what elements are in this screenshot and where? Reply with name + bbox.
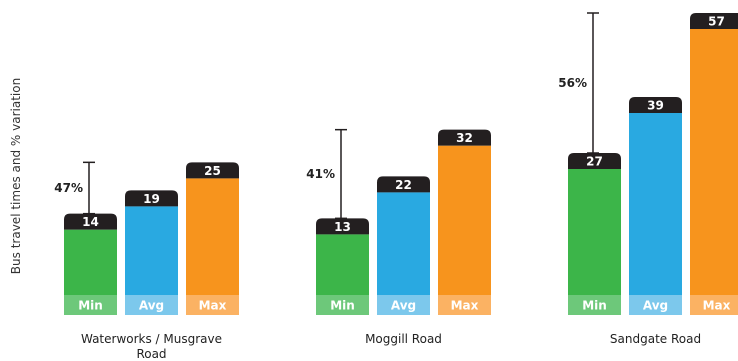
value-label-min-1: 14 (82, 215, 99, 229)
stat-box-min-1 (64, 295, 117, 315)
value-label-min-2: 13 (334, 220, 351, 234)
bar-avg-1 (125, 206, 178, 295)
value-cap-avg-2 (377, 176, 430, 193)
variation-label-3: 56% (558, 76, 587, 90)
value-cap-min-3 (568, 153, 621, 169)
stat-box-avg-3 (629, 295, 682, 315)
stat-box-max-3 (690, 295, 738, 315)
value-label-max-2: 32 (456, 131, 473, 145)
stat-label-min-2: Min (330, 299, 355, 313)
stat-label-min-3: Min (582, 299, 607, 313)
stat-label-avg-1: Avg (139, 299, 164, 313)
chart-marks: 14 Min 19 Avg 25 Max 47% Waterworks / MusgraveR… (54, 12, 738, 361)
value-label-avg-3: 39 (647, 99, 664, 113)
category-label-3-line-1: Sandgate Road (610, 332, 701, 346)
bar-min-2 (316, 234, 369, 295)
stat-label-min-1: Min (78, 299, 103, 313)
category-label-1-line-1: Waterworks / Musgrave (81, 332, 222, 346)
value-label-max-1: 25 (204, 164, 221, 178)
bar-min-3 (568, 169, 621, 295)
bar-avg-2 (377, 192, 430, 295)
category-label-2-line-1: Moggill Road (365, 332, 442, 346)
bar-max-1 (186, 178, 239, 295)
stat-label-avg-3: Avg (643, 299, 668, 313)
stat-label-max-3: Max (703, 299, 731, 313)
stat-box-avg-1 (125, 295, 178, 315)
value-cap-min-2 (316, 218, 369, 235)
stat-box-max-1 (186, 295, 239, 315)
value-label-max-3: 57 (708, 15, 725, 29)
bar-max-2 (438, 145, 491, 295)
value-cap-avg-1 (125, 190, 178, 207)
value-cap-max-1 (186, 162, 239, 179)
stat-box-min-2 (316, 295, 369, 315)
bar-avg-3 (629, 113, 682, 295)
stat-label-max-1: Max (199, 299, 227, 313)
value-label-avg-2: 22 (395, 178, 412, 192)
variation-label-1: 47% (54, 181, 83, 195)
stat-box-max-2 (438, 295, 491, 315)
bar-max-3 (690, 29, 738, 295)
value-cap-avg-3 (629, 97, 682, 113)
category-label-1-line-2: Road (136, 347, 166, 361)
stat-box-min-3 (568, 295, 621, 315)
value-label-avg-1: 19 (143, 192, 160, 206)
stat-box-avg-2 (377, 295, 430, 315)
y-axis-label: Bus travel times and % variation (9, 78, 23, 274)
bar-min-1 (64, 229, 117, 295)
stat-label-avg-2: Avg (391, 299, 416, 313)
value-cap-min-1 (64, 213, 117, 230)
variation-label-2: 41% (306, 167, 335, 181)
stat-label-max-2: Max (451, 299, 479, 313)
value-cap-max-2 (438, 129, 491, 146)
value-label-min-3: 27 (586, 155, 603, 169)
value-cap-max-3 (690, 13, 738, 29)
